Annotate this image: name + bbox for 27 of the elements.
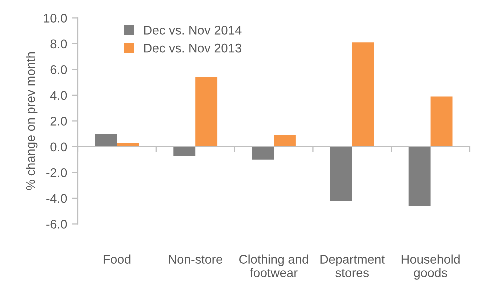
y-tick-label: -4.0	[46, 194, 68, 204]
y-tick-label: 2.0	[50, 117, 68, 126]
bar	[95, 134, 118, 147]
x-tick-label: Non-store	[169, 255, 222, 264]
bar	[352, 42, 374, 147]
bar	[430, 96, 453, 147]
bar	[330, 146, 352, 202]
bar	[274, 135, 296, 147]
y-axis-title: % change on prev month	[26, 52, 38, 190]
x-tick-label: Household goods	[402, 254, 460, 280]
bar	[196, 77, 218, 147]
y-tick-label: -2.0	[46, 168, 68, 178]
bar	[117, 143, 140, 147]
bar	[408, 146, 431, 206]
x-tick-label: Food	[104, 254, 131, 264]
y-tick-label: 0.0	[50, 142, 68, 152]
y-tick-label: 6.0	[50, 65, 68, 74]
bar	[174, 146, 196, 156]
x-tick-label: Department stores	[320, 255, 385, 278]
x-tick-label: Clothing and footwear	[240, 254, 308, 278]
bar	[252, 146, 274, 160]
legend-label: Dec vs. Nov 2014	[144, 26, 242, 35]
y-tick-label: 10.0	[44, 14, 68, 23]
legend-label: Dec vs. Nov 2013	[144, 44, 242, 53]
y-tick-label: 4.0	[50, 91, 68, 100]
y-tick-label: 8.0	[50, 40, 68, 49]
y-tick-label: -6.0	[46, 220, 68, 229]
